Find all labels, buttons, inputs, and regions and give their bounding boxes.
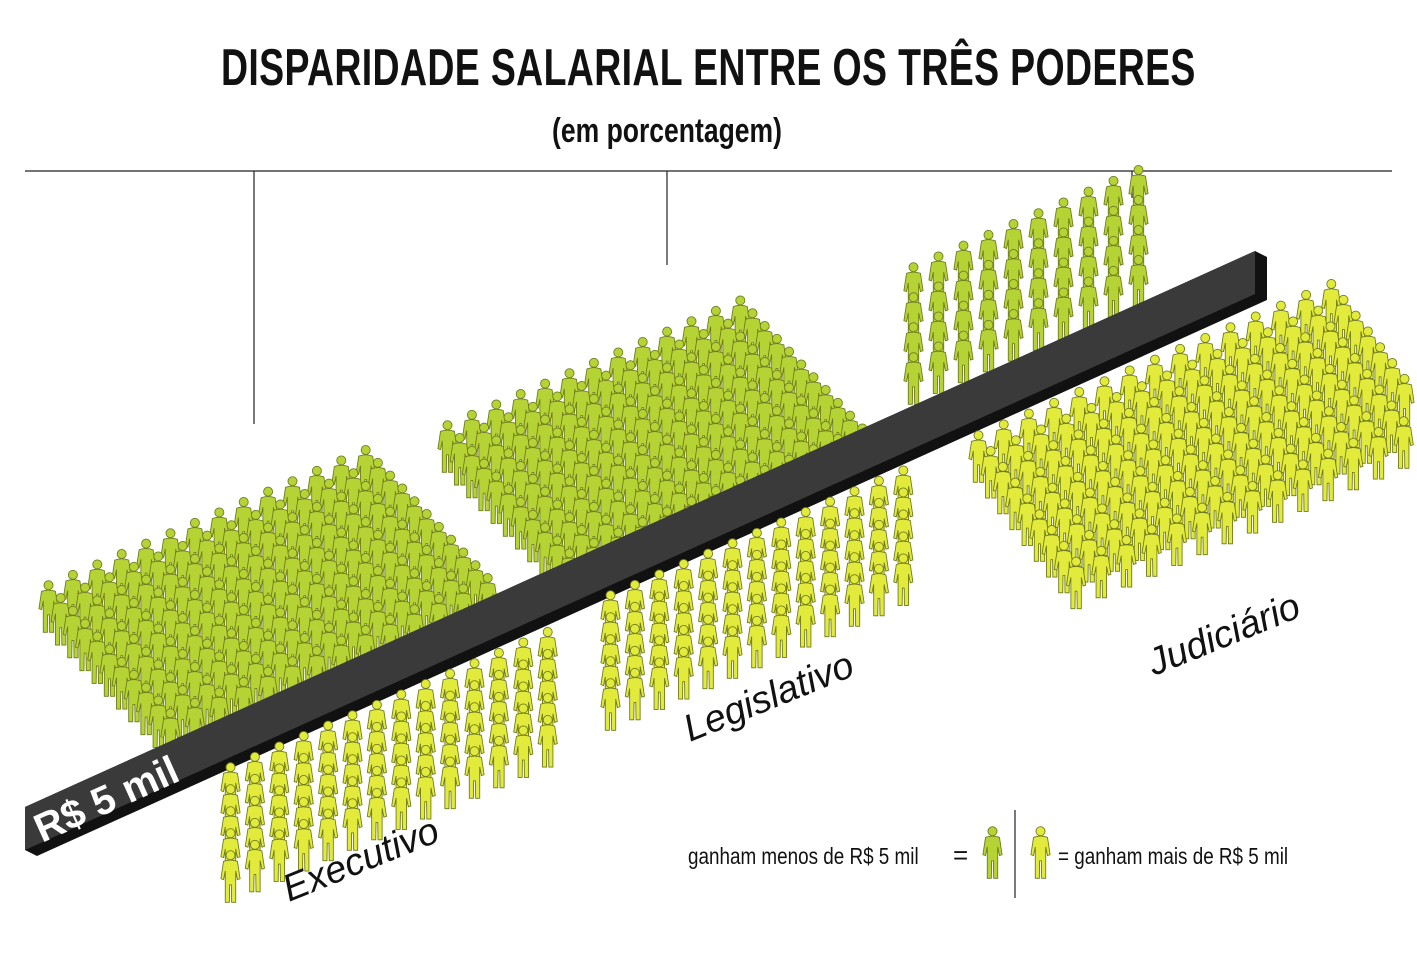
person-icon	[649, 657, 670, 710]
category-label-judiciario: Judiciário	[1141, 585, 1307, 684]
person-icon	[464, 746, 485, 799]
person-icon	[1078, 276, 1099, 330]
threshold-bar-face	[25, 251, 1255, 850]
person-icon	[1103, 265, 1124, 319]
person-icon	[1028, 298, 1049, 351]
chart-title: DISPARIDADE SALARIAL ENTRE OS TRÊS PODER…	[220, 39, 1196, 97]
person-icon	[746, 615, 767, 669]
person-icon	[820, 584, 841, 638]
person-icon	[1053, 287, 1074, 340]
person-icon	[893, 553, 914, 606]
person-icon	[537, 715, 558, 768]
legend-less-person-icon	[982, 826, 1003, 879]
person-icon	[903, 352, 924, 405]
person-icon	[488, 735, 509, 789]
chart-subtitle: (em porcentagem)	[552, 112, 782, 150]
person-icon	[844, 574, 865, 627]
person-icon	[978, 319, 999, 373]
person-icon	[244, 839, 265, 893]
person-icon	[440, 756, 461, 810]
person-icon	[795, 595, 816, 648]
person-icon	[868, 563, 889, 617]
legend-more-label: = ganham mais de R$ 5 mil	[1058, 843, 1288, 870]
person-icon	[220, 850, 241, 903]
person-icon	[722, 626, 743, 679]
person-icon	[771, 605, 792, 658]
person-icon	[1128, 255, 1149, 308]
person-icon	[698, 636, 719, 690]
legend-less-label: ganham menos de R$ 5 mil	[688, 843, 919, 869]
person-icon	[953, 330, 974, 384]
person-icon	[928, 341, 949, 394]
legend-more-equals: =	[1058, 843, 1070, 869]
legend-more-text: ganham mais de R$ 5 mil	[1074, 843, 1289, 869]
person-icon	[624, 667, 645, 721]
person-icon	[513, 725, 534, 778]
person-icon	[600, 678, 621, 731]
threshold-label: R$ 5 mil	[28, 748, 186, 851]
legend-more-person-icon	[1030, 826, 1051, 879]
person-icon	[1003, 309, 1024, 362]
person-icon	[673, 647, 694, 700]
legend-less-equals: =	[953, 840, 969, 870]
